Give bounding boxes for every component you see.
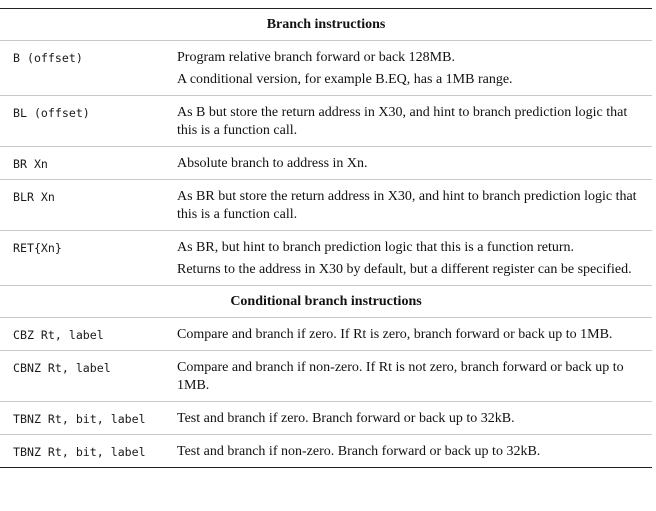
description-paragraph: Compare and branch if non-zero. If Rt is… [177, 360, 624, 393]
table-row: TBNZ Rt, bit, label Test and branch if n… [0, 434, 652, 468]
instruction-description: Compare and branch if non-zero. If Rt is… [177, 350, 652, 402]
instruction-description: Test and branch if non-zero. Branch forw… [177, 434, 652, 468]
instruction-syntax: CBNZ Rt, label [0, 350, 177, 402]
section-header-row: Conditional branch instructions [0, 285, 652, 318]
description-paragraph: As B but store the return address in X30… [177, 105, 628, 138]
branch-instructions-table: Branch instructions B (offset) Program r… [0, 8, 652, 468]
description-paragraph: Program relative branch forward or back … [177, 50, 455, 65]
instruction-syntax: TBNZ Rt, bit, label [0, 434, 177, 468]
instruction-syntax: BL (offset) [0, 95, 177, 147]
table-row: BL (offset) As B but store the return ad… [0, 95, 652, 147]
instruction-syntax: B (offset) [0, 40, 177, 96]
instruction-syntax: BLR Xn [0, 179, 177, 231]
description-paragraph: Test and branch if non-zero. Branch forw… [177, 444, 541, 459]
instruction-syntax: RET{Xn} [0, 230, 177, 286]
description-paragraph: A conditional version, for example B.EQ,… [177, 72, 513, 87]
instruction-description: Compare and branch if zero. If Rt is zer… [177, 317, 652, 351]
instruction-description: As BR but store the return address in X3… [177, 179, 652, 231]
description-paragraph: Absolute branch to address in Xn. [177, 156, 368, 171]
description-paragraph: Returns to the address in X30 by default… [177, 262, 632, 277]
instruction-description: Test and branch if zero. Branch forward … [177, 401, 652, 435]
description-paragraph: As BR but store the return address in X3… [177, 189, 637, 222]
instruction-description: As BR, but hint to branch prediction log… [177, 230, 652, 286]
description-paragraph: Compare and branch if zero. If Rt is zer… [177, 327, 613, 342]
table-row: RET{Xn} As BR, but hint to branch predic… [0, 230, 652, 286]
table-row: B (offset) Program relative branch forwa… [0, 40, 652, 96]
table-row: BLR Xn As BR but store the return addres… [0, 179, 652, 231]
table-row: BR Xn Absolute branch to address in Xn. [0, 146, 652, 180]
section-header-row: Branch instructions [0, 8, 652, 41]
instruction-syntax: CBZ Rt, label [0, 317, 177, 351]
instruction-syntax: BR Xn [0, 146, 177, 180]
section-title: Conditional branch instructions [0, 285, 652, 318]
table-row: CBNZ Rt, label Compare and branch if non… [0, 350, 652, 402]
section-title: Branch instructions [0, 8, 652, 41]
instruction-description: Absolute branch to address in Xn. [177, 146, 652, 180]
instruction-syntax: TBNZ Rt, bit, label [0, 401, 177, 435]
description-paragraph: As BR, but hint to branch prediction log… [177, 240, 574, 255]
instruction-description: Program relative branch forward or back … [177, 40, 652, 96]
table-row: TBNZ Rt, bit, label Test and branch if z… [0, 401, 652, 435]
instruction-description: As B but store the return address in X30… [177, 95, 652, 147]
table-row: CBZ Rt, label Compare and branch if zero… [0, 317, 652, 351]
description-paragraph: Test and branch if zero. Branch forward … [177, 411, 515, 426]
